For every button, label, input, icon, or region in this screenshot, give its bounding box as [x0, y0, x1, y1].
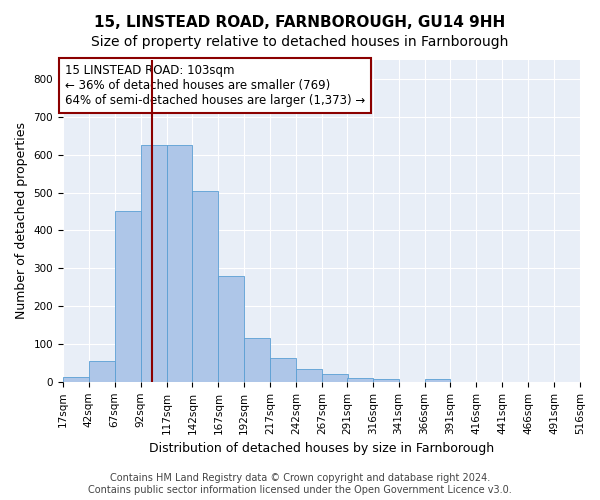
X-axis label: Distribution of detached houses by size in Farnborough: Distribution of detached houses by size … — [149, 442, 494, 455]
Bar — [140, 145, 167, 382]
Bar — [193, 190, 218, 382]
Text: 15, LINSTEAD ROAD, FARNBOROUGH, GU14 9HH: 15, LINSTEAD ROAD, FARNBOROUGH, GU14 9HH — [94, 15, 506, 30]
Bar — [115, 212, 140, 382]
Bar — [89, 361, 115, 382]
Bar — [296, 368, 322, 382]
Bar — [322, 374, 348, 382]
Text: 15 LINSTEAD ROAD: 103sqm
← 36% of detached houses are smaller (769)
64% of semi-: 15 LINSTEAD ROAD: 103sqm ← 36% of detach… — [65, 64, 365, 107]
Text: Contains HM Land Registry data © Crown copyright and database right 2024.
Contai: Contains HM Land Registry data © Crown c… — [88, 474, 512, 495]
Bar — [347, 378, 373, 382]
Bar — [63, 378, 89, 382]
Bar — [167, 145, 193, 382]
Text: Size of property relative to detached houses in Farnborough: Size of property relative to detached ho… — [91, 35, 509, 49]
Bar — [244, 338, 270, 382]
Bar — [373, 379, 398, 382]
Bar — [270, 358, 296, 382]
Y-axis label: Number of detached properties: Number of detached properties — [15, 122, 28, 320]
Bar — [425, 379, 451, 382]
Bar — [218, 276, 244, 382]
